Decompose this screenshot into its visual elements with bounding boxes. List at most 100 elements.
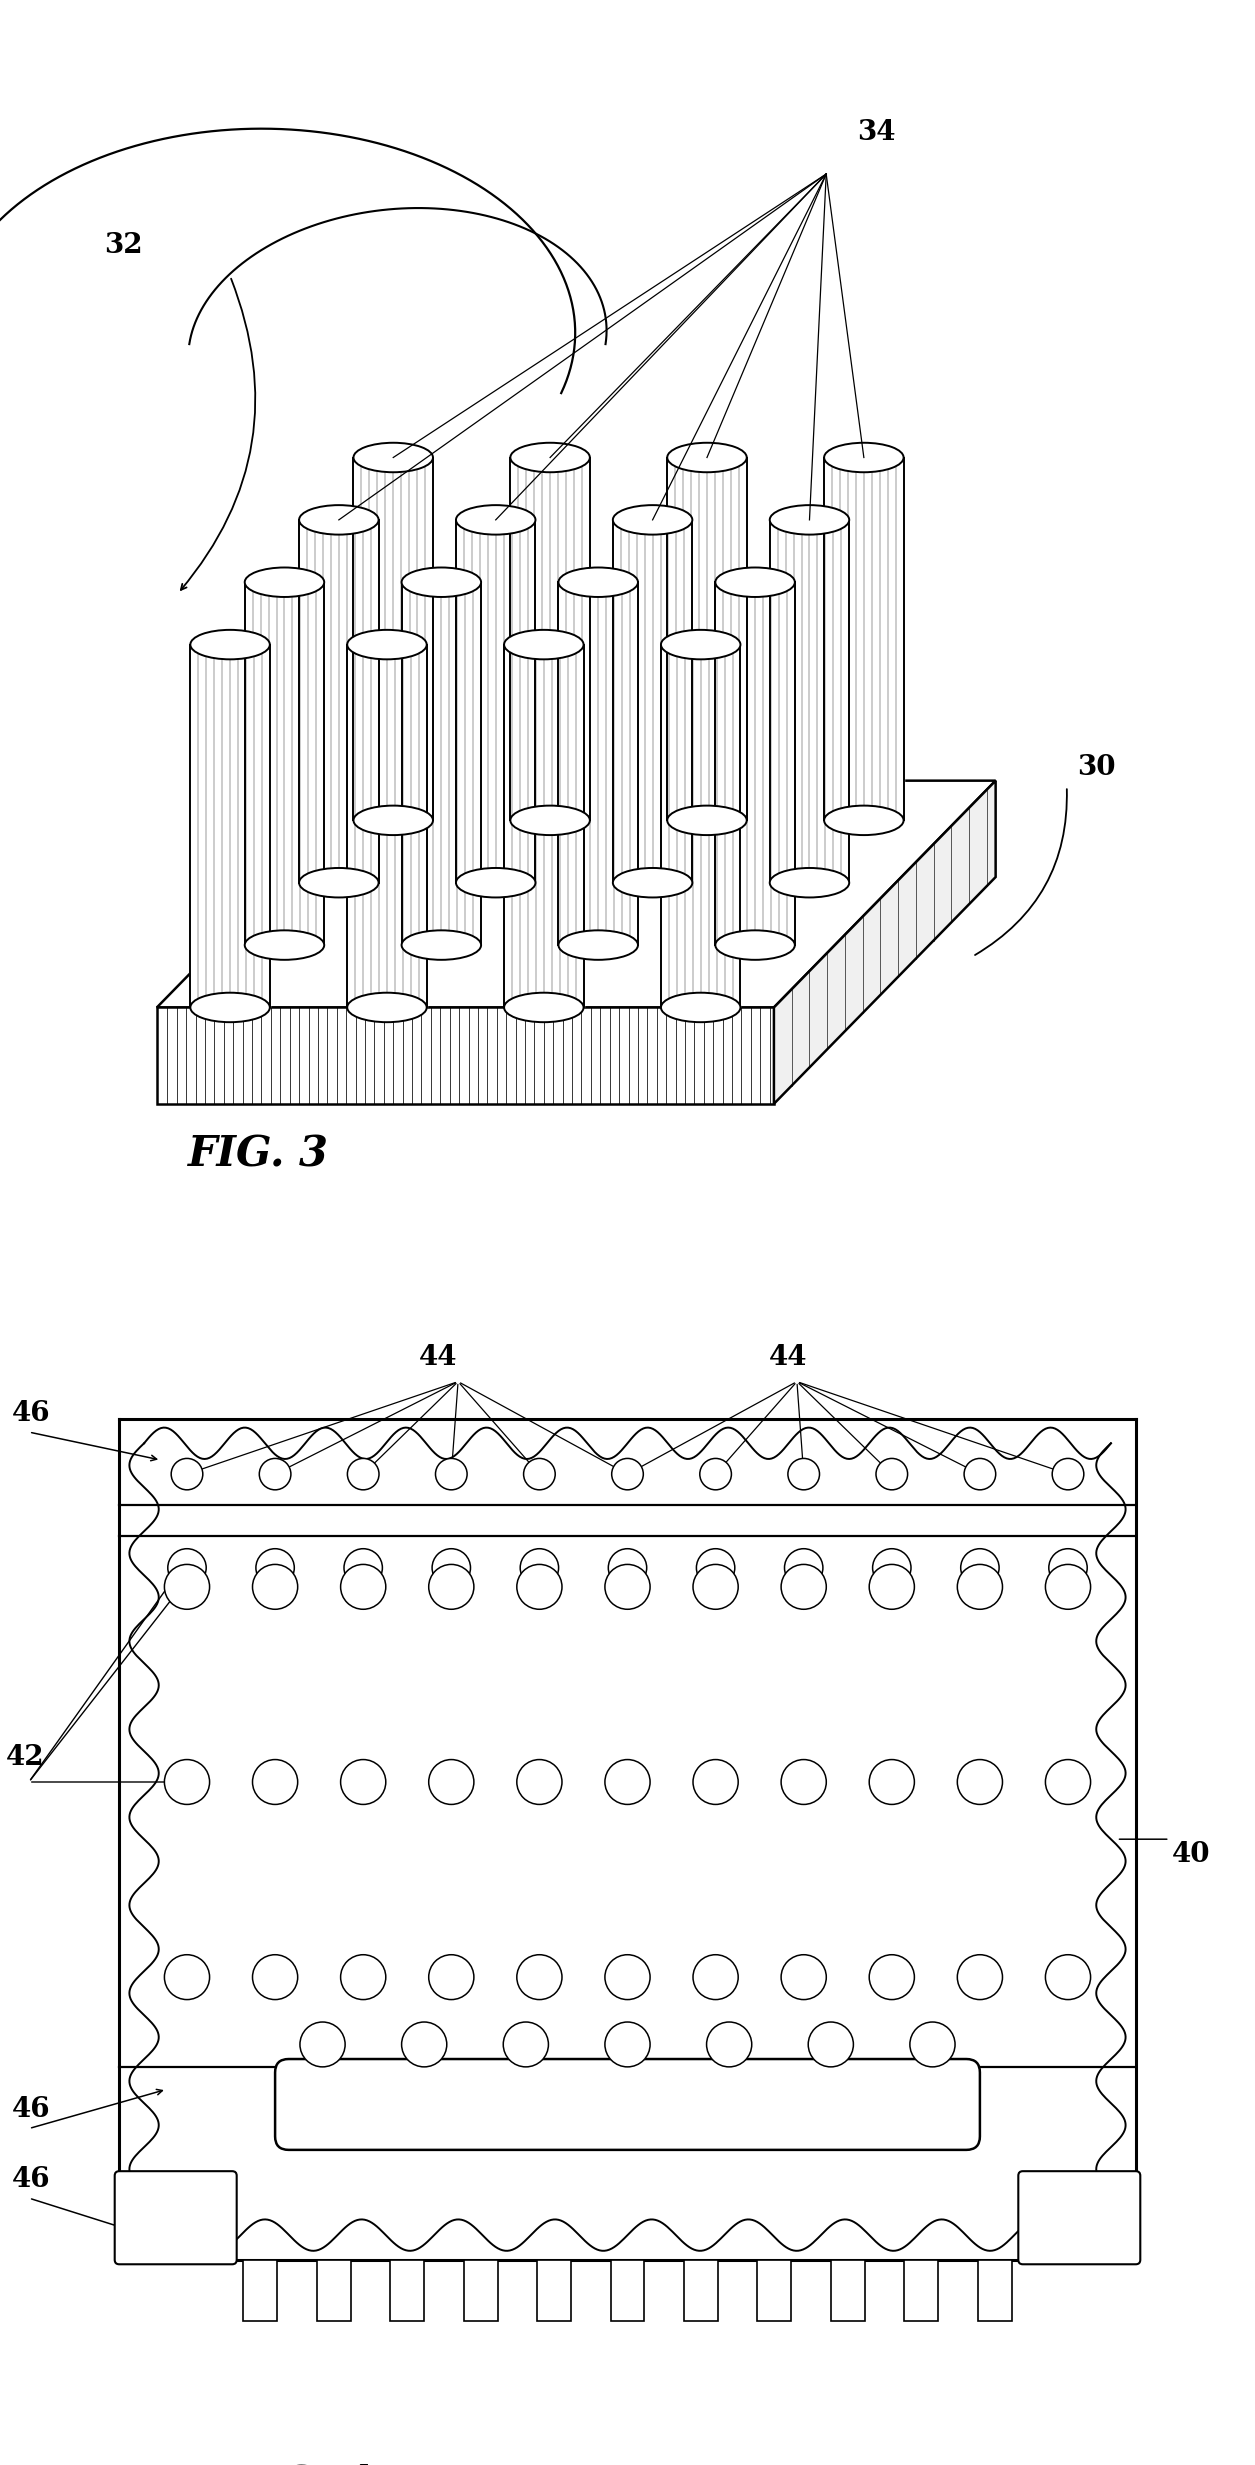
Polygon shape: [354, 458, 433, 821]
Circle shape: [958, 1565, 1003, 1610]
Ellipse shape: [505, 993, 584, 1023]
Ellipse shape: [505, 631, 584, 658]
Ellipse shape: [456, 505, 536, 535]
Circle shape: [605, 2021, 650, 2066]
Circle shape: [872, 1548, 911, 1587]
Polygon shape: [825, 458, 904, 821]
Circle shape: [344, 1548, 383, 1587]
Circle shape: [961, 1548, 999, 1587]
Ellipse shape: [511, 806, 590, 836]
Ellipse shape: [511, 444, 590, 473]
Polygon shape: [157, 781, 995, 1008]
Polygon shape: [157, 1008, 774, 1104]
Bar: [758, 2260, 792, 2322]
Ellipse shape: [245, 929, 324, 959]
Circle shape: [876, 1459, 907, 1489]
Ellipse shape: [191, 993, 270, 1023]
Circle shape: [429, 1955, 474, 1999]
Circle shape: [693, 1955, 738, 1999]
Polygon shape: [769, 520, 850, 882]
Ellipse shape: [402, 929, 481, 959]
Ellipse shape: [348, 631, 427, 658]
Ellipse shape: [558, 567, 638, 597]
Polygon shape: [245, 582, 324, 944]
Bar: [464, 2260, 497, 2322]
Circle shape: [164, 1955, 210, 1999]
Circle shape: [964, 1459, 995, 1489]
Circle shape: [1045, 1565, 1091, 1610]
Circle shape: [432, 1548, 471, 1587]
Text: FIG. 3: FIG. 3: [188, 1134, 329, 1176]
Ellipse shape: [661, 631, 740, 658]
Ellipse shape: [558, 929, 638, 959]
Bar: [831, 2260, 865, 2322]
Bar: [243, 2260, 277, 2322]
Circle shape: [605, 1955, 650, 1999]
Polygon shape: [402, 582, 481, 944]
Polygon shape: [505, 646, 584, 1008]
Circle shape: [340, 1955, 385, 1999]
Circle shape: [958, 1760, 1003, 1804]
Polygon shape: [715, 582, 794, 944]
Circle shape: [164, 1565, 210, 1610]
Circle shape: [300, 2021, 345, 2066]
Circle shape: [870, 1955, 915, 1999]
Text: 46: 46: [13, 1400, 50, 1427]
Bar: [978, 2260, 1012, 2322]
Text: 46: 46: [13, 2167, 50, 2194]
Circle shape: [164, 1760, 210, 1804]
Bar: [905, 2260, 939, 2322]
Text: 44: 44: [768, 1343, 807, 1371]
Text: 40: 40: [1172, 1841, 1210, 1868]
Circle shape: [517, 1955, 562, 1999]
Circle shape: [256, 1548, 294, 1587]
Circle shape: [781, 1565, 826, 1610]
Ellipse shape: [402, 567, 481, 597]
Circle shape: [784, 1548, 823, 1587]
Ellipse shape: [299, 868, 379, 897]
Circle shape: [609, 1548, 646, 1587]
Text: 42: 42: [6, 1745, 45, 1772]
Polygon shape: [348, 646, 427, 1008]
Circle shape: [1052, 1459, 1084, 1489]
Text: 44: 44: [419, 1343, 457, 1371]
Circle shape: [340, 1565, 385, 1610]
Ellipse shape: [825, 806, 904, 836]
Polygon shape: [299, 520, 379, 882]
Circle shape: [910, 2021, 955, 2066]
Circle shape: [781, 1760, 826, 1804]
Polygon shape: [661, 646, 740, 1008]
Polygon shape: [612, 520, 693, 882]
Ellipse shape: [769, 868, 850, 897]
Circle shape: [781, 1955, 826, 1999]
Ellipse shape: [191, 631, 270, 658]
FancyBboxPatch shape: [275, 2058, 980, 2149]
Circle shape: [260, 1459, 291, 1489]
Circle shape: [517, 1760, 562, 1804]
Circle shape: [605, 1565, 650, 1610]
Circle shape: [1049, 1548, 1087, 1587]
Text: 30: 30: [1077, 754, 1116, 781]
Circle shape: [171, 1459, 203, 1489]
Circle shape: [252, 1565, 297, 1610]
Circle shape: [788, 1459, 820, 1489]
Circle shape: [252, 1760, 297, 1804]
Circle shape: [503, 2021, 548, 2066]
Ellipse shape: [348, 993, 427, 1023]
Circle shape: [697, 1548, 735, 1587]
Circle shape: [340, 1760, 385, 1804]
Circle shape: [521, 1548, 558, 1587]
Circle shape: [611, 1459, 644, 1489]
Ellipse shape: [661, 993, 740, 1023]
Circle shape: [517, 1565, 562, 1610]
Bar: [537, 2260, 571, 2322]
Circle shape: [435, 1459, 467, 1489]
Polygon shape: [511, 458, 590, 821]
Ellipse shape: [456, 868, 536, 897]
Circle shape: [168, 1548, 206, 1587]
Circle shape: [693, 1565, 738, 1610]
Bar: [318, 2260, 351, 2322]
Bar: [684, 2260, 718, 2322]
Circle shape: [1045, 1955, 1091, 1999]
FancyBboxPatch shape: [1018, 2172, 1141, 2265]
